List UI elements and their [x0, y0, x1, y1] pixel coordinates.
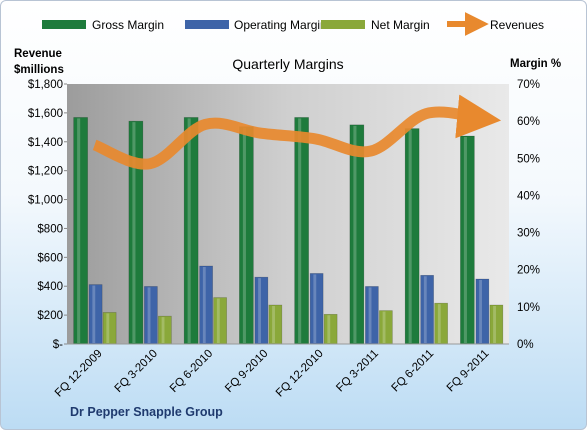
footer-company: Dr Pepper Snapple Group — [70, 405, 223, 419]
bar-operating-margin — [88, 284, 103, 345]
bar-gross-margin — [128, 120, 144, 345]
right-tick-label: 10% — [517, 302, 540, 314]
left-tick-label: $1,400 — [28, 137, 63, 149]
bar-net-margin — [434, 302, 448, 345]
right-tick-label: 40% — [517, 190, 540, 202]
bar-net-margin — [268, 304, 283, 345]
x-tick-label: FQ 9-2011 — [445, 348, 492, 395]
bar-operating-margin — [365, 286, 379, 345]
bar-highlight — [463, 137, 467, 343]
legend-swatch-gross-margin — [42, 20, 86, 29]
bar-net-margin — [379, 310, 393, 345]
bar-series — [73, 117, 504, 345]
bar-gross-margin — [183, 117, 199, 345]
bar-highlight — [242, 127, 246, 343]
bar-net-margin — [323, 313, 338, 345]
legend-label-gross-margin: Gross Margin — [92, 18, 164, 32]
chart-title: Quarterly Margins — [232, 56, 343, 72]
bar-highlight — [161, 317, 165, 343]
bar-operating-margin — [254, 276, 269, 345]
right-tick-label: 30% — [517, 228, 540, 240]
bar-highlight — [408, 129, 412, 343]
x-tick-label: FQ 12-2010 — [274, 348, 326, 400]
bar-operating-margin — [309, 273, 324, 345]
right-tick-label: 50% — [517, 153, 540, 165]
x-tick-label: FQ 6-2010 — [168, 348, 215, 395]
bar-highlight — [258, 278, 261, 343]
legend: Gross Margin Operating Margin Net Margin… — [42, 12, 544, 36]
x-tick-label: FQ 6-2011 — [389, 348, 436, 395]
left-tick-label: $1,200 — [28, 166, 63, 178]
bar-net-margin — [213, 297, 227, 345]
left-axis-title-line1: Revenue — [14, 48, 62, 60]
bar-highlight — [106, 313, 110, 343]
left-tick-label: $400 — [37, 281, 63, 293]
line-revenues — [92, 94, 502, 170]
bar-highlight — [202, 267, 206, 343]
bar-operating-margin — [420, 274, 434, 345]
bar-gross-margin — [404, 128, 420, 345]
bar-net-margin — [158, 315, 172, 345]
bar-highlight — [132, 122, 136, 344]
bar-highlight — [327, 315, 331, 343]
x-tick-label: FQ 3-2010 — [113, 348, 160, 395]
bar-highlight — [298, 118, 302, 343]
bar-highlight — [423, 276, 427, 343]
bar-highlight — [147, 287, 151, 343]
legend-item-gross-margin: Gross Margin — [42, 18, 164, 32]
bar-highlight — [437, 304, 441, 343]
right-tick-label: 60% — [517, 116, 540, 128]
right-tick-label: 70% — [517, 79, 540, 91]
bar-gross-margin — [460, 135, 475, 345]
left-tick-label: $1,000 — [28, 195, 63, 207]
bar-highlight — [187, 118, 191, 343]
left-axis-title-line2: $millions — [14, 64, 64, 76]
left-tick-label: $600 — [37, 252, 63, 264]
x-tick-label: FQ 9-2010 — [223, 348, 270, 395]
bar-gross-margin — [294, 117, 309, 345]
left-tick-label: $1,600 — [28, 108, 63, 120]
bar-highlight — [382, 311, 386, 343]
bar-operating-margin — [199, 265, 213, 345]
bar-gross-margin — [349, 124, 365, 345]
legend-item-operating-margin: Operating Margin — [185, 18, 327, 32]
bar-highlight — [92, 285, 96, 343]
legend-label-revenues: Revenues — [490, 18, 544, 32]
bar-highlight — [313, 274, 317, 343]
bar-highlight — [77, 118, 81, 343]
right-tick-label: 20% — [517, 265, 540, 277]
legend-swatch-net-margin — [321, 20, 365, 29]
bar-operating-margin — [475, 278, 490, 345]
left-tick-label: $- — [53, 339, 63, 351]
bar-highlight — [272, 306, 275, 343]
bar-net-margin — [102, 312, 117, 345]
left-tick-label: $800 — [37, 223, 63, 235]
bar-highlight — [493, 306, 496, 343]
x-tick-label: FQ 3-2011 — [334, 348, 381, 395]
legend-item-net-margin: Net Margin — [321, 18, 430, 32]
bar-gross-margin — [239, 126, 254, 345]
left-axis: $- $200 $400 $600 $800 $1,000 $1,200 $1,400 $1,6… — [28, 79, 67, 351]
bar-net-margin — [489, 304, 504, 345]
legend-label-net-margin: Net Margin — [371, 18, 430, 32]
left-tick-label: $200 — [37, 310, 63, 322]
legend-item-revenues: Revenues — [447, 12, 544, 36]
right-tick-label: 0% — [517, 339, 534, 351]
x-tick-label: FQ 12-2009 — [53, 348, 105, 400]
bar-highlight — [479, 280, 482, 343]
bar-highlight — [368, 287, 372, 343]
x-axis: FQ 12-2009 FQ 3-2010 FQ 6-2010 FQ 9-2010 FQ … — [53, 343, 509, 400]
revenue-line — [92, 94, 502, 170]
legend-swatch-operating-margin — [185, 20, 229, 29]
left-tick-label: $1,800 — [28, 79, 63, 91]
bar-highlight — [353, 125, 357, 343]
right-axis: 0% 10% 20% 30% 40% 50% 60% 70% — [517, 79, 540, 351]
legend-label-operating-margin: Operating Margin — [234, 18, 327, 32]
right-axis-title: Margin % — [510, 58, 561, 70]
bar-highlight — [216, 298, 220, 343]
bar-operating-margin — [144, 286, 158, 345]
bar-gross-margin — [73, 117, 88, 345]
